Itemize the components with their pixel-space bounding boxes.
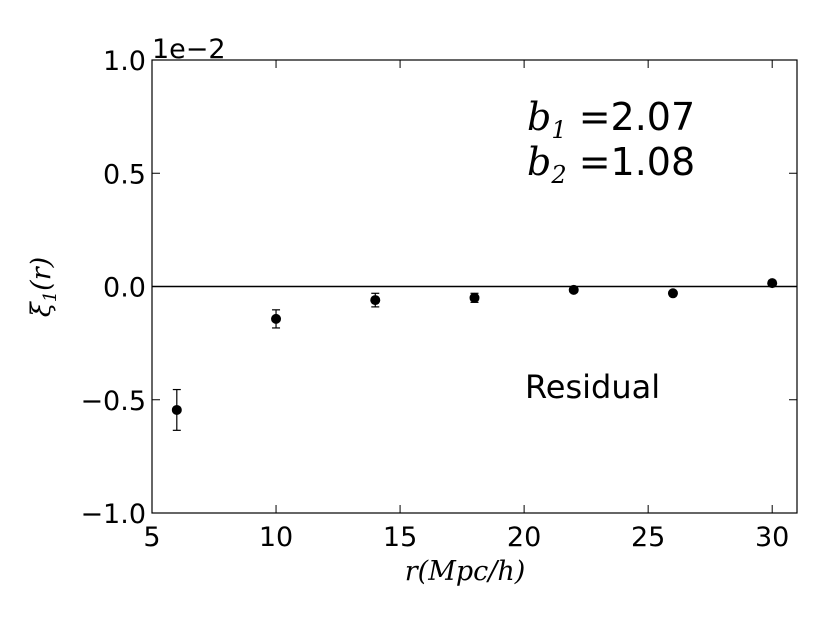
x-axis-label: r(Mpc/h) bbox=[405, 556, 526, 587]
y-tick-label: 0.0 bbox=[103, 273, 146, 304]
x-tick-label: 5 bbox=[143, 522, 160, 553]
y-tick-label: 0.5 bbox=[103, 159, 146, 190]
y-tick-label: −1.0 bbox=[80, 499, 146, 530]
x-tick-label: 20 bbox=[507, 522, 541, 553]
y-axis-label: ξ1(r) bbox=[26, 257, 61, 317]
point bbox=[767, 278, 778, 289]
point bbox=[568, 284, 579, 295]
x-tick-label: 10 bbox=[259, 522, 293, 553]
x-tick-label: 30 bbox=[755, 522, 789, 553]
point bbox=[469, 292, 480, 303]
point bbox=[667, 288, 678, 299]
point bbox=[370, 295, 381, 306]
y-tick-label: 1.0 bbox=[103, 46, 146, 77]
x-tick-label: 15 bbox=[383, 522, 417, 553]
y-tick-label: −0.5 bbox=[80, 386, 146, 417]
point bbox=[271, 313, 282, 324]
annotation: b2 =1.08 bbox=[527, 140, 695, 189]
point bbox=[171, 404, 182, 415]
x-tick-label: 25 bbox=[631, 522, 665, 553]
annotation: Residual bbox=[525, 368, 660, 406]
annotation: b1 =2.07 bbox=[527, 95, 695, 144]
